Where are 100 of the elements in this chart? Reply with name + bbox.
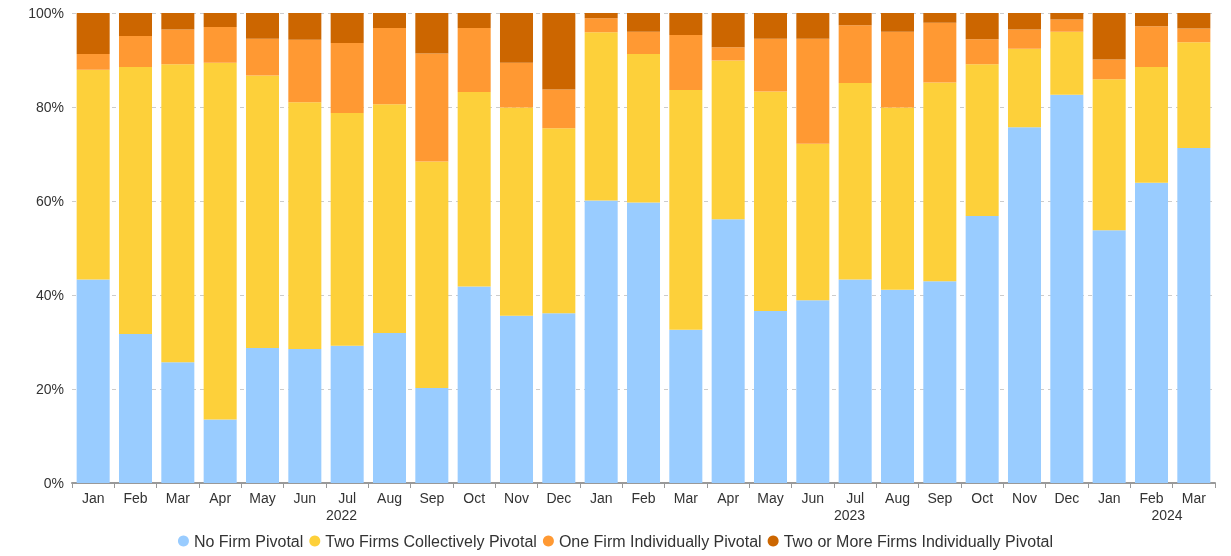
x-tick-label: Oct	[463, 490, 486, 506]
bar	[457, 286, 491, 483]
bar	[753, 38, 788, 92]
bar	[626, 202, 661, 483]
bar	[288, 102, 322, 350]
bar	[669, 35, 703, 91]
bar	[753, 310, 788, 483]
x-tick-label: Feb	[123, 490, 148, 506]
bar	[542, 13, 576, 90]
bar	[880, 31, 915, 108]
bar	[76, 13, 110, 54]
bar	[1134, 26, 1169, 68]
bar	[415, 53, 449, 162]
bar	[669, 90, 703, 330]
x-tick-label: Jul	[846, 490, 865, 506]
bar	[542, 313, 576, 483]
bar	[753, 91, 788, 311]
bar	[372, 104, 407, 334]
text: 2024	[1151, 507, 1183, 523]
bar	[1007, 29, 1042, 49]
bar	[499, 13, 534, 63]
bar	[499, 62, 534, 108]
bar	[330, 13, 364, 44]
bar	[288, 349, 322, 483]
x-tick-label: Jan	[81, 490, 105, 506]
bar	[880, 13, 915, 32]
x-tick-label: Feb	[1139, 490, 1164, 506]
bar	[118, 13, 153, 37]
bar	[626, 13, 661, 32]
y-tick-label: 40%	[35, 287, 64, 303]
bar	[711, 60, 745, 220]
bar	[245, 75, 280, 349]
bar	[1050, 31, 1084, 95]
bar	[711, 219, 745, 483]
bar	[1177, 42, 1211, 148]
y-tick-label: 0%	[43, 475, 64, 491]
bar	[118, 67, 153, 335]
x-tick-label: Sep	[419, 490, 445, 506]
bar	[161, 13, 195, 30]
bar	[330, 113, 364, 346]
y-tick-label: 80%	[35, 99, 64, 115]
bar	[415, 161, 449, 389]
x-tick-label: Jul	[338, 490, 357, 506]
x-tick-label: Aug	[377, 490, 402, 506]
x-tick-label: Feb	[631, 490, 656, 506]
bar	[965, 13, 999, 40]
bar	[1134, 13, 1169, 27]
x-tick-label: Nov	[1012, 490, 1037, 506]
bar	[330, 43, 364, 114]
bar	[1092, 13, 1126, 60]
x-tick-label: Jun	[801, 490, 825, 506]
bar	[245, 348, 280, 483]
bar	[372, 28, 407, 105]
bar	[838, 13, 872, 26]
bar	[457, 13, 491, 29]
bar	[880, 289, 915, 483]
bar	[288, 13, 322, 40]
bar	[1177, 13, 1211, 29]
x-tick-label: Apr	[717, 490, 740, 506]
bar	[965, 39, 999, 65]
x-tick-label: Jan	[589, 490, 613, 506]
bar	[330, 345, 364, 483]
bar	[457, 91, 491, 287]
bar	[796, 38, 830, 144]
bar	[203, 27, 237, 63]
bar	[499, 315, 534, 483]
bar	[1050, 94, 1084, 483]
bar	[457, 28, 491, 92]
bar	[796, 300, 830, 483]
x-tick-label: Apr	[209, 490, 232, 506]
bar	[584, 200, 618, 483]
bar	[372, 333, 407, 483]
x-tick-label: Mar	[1181, 490, 1207, 506]
bar	[584, 13, 618, 19]
bar	[923, 22, 957, 83]
bar	[753, 13, 788, 39]
bar	[372, 13, 407, 29]
legend-label: No Firm Pivotal	[193, 532, 304, 550]
y-tick-label: 60%	[35, 193, 64, 209]
bar	[838, 83, 872, 280]
x-tick-label: Aug	[885, 490, 910, 506]
bar	[542, 128, 576, 314]
x-tick-label: Dec	[1054, 490, 1080, 506]
bar	[415, 388, 449, 483]
bar	[161, 64, 195, 363]
legend-label: Two Firms Collectively Pivotal	[325, 532, 537, 550]
bar	[923, 13, 957, 23]
bar	[1007, 13, 1042, 30]
text: 2023	[833, 507, 866, 523]
bar	[76, 53, 110, 70]
bar	[1007, 127, 1042, 483]
x-tick-label: May	[757, 490, 784, 506]
x-tick-label: Mar	[673, 490, 699, 506]
bar	[245, 38, 280, 76]
legend-label: Two or More Firms Individually Pivotal	[783, 532, 1054, 550]
bar	[626, 53, 661, 203]
bar	[669, 13, 703, 36]
x-tick-label: Jun	[293, 490, 317, 506]
x-tick-label: Nov	[504, 490, 529, 506]
bar	[584, 18, 618, 33]
